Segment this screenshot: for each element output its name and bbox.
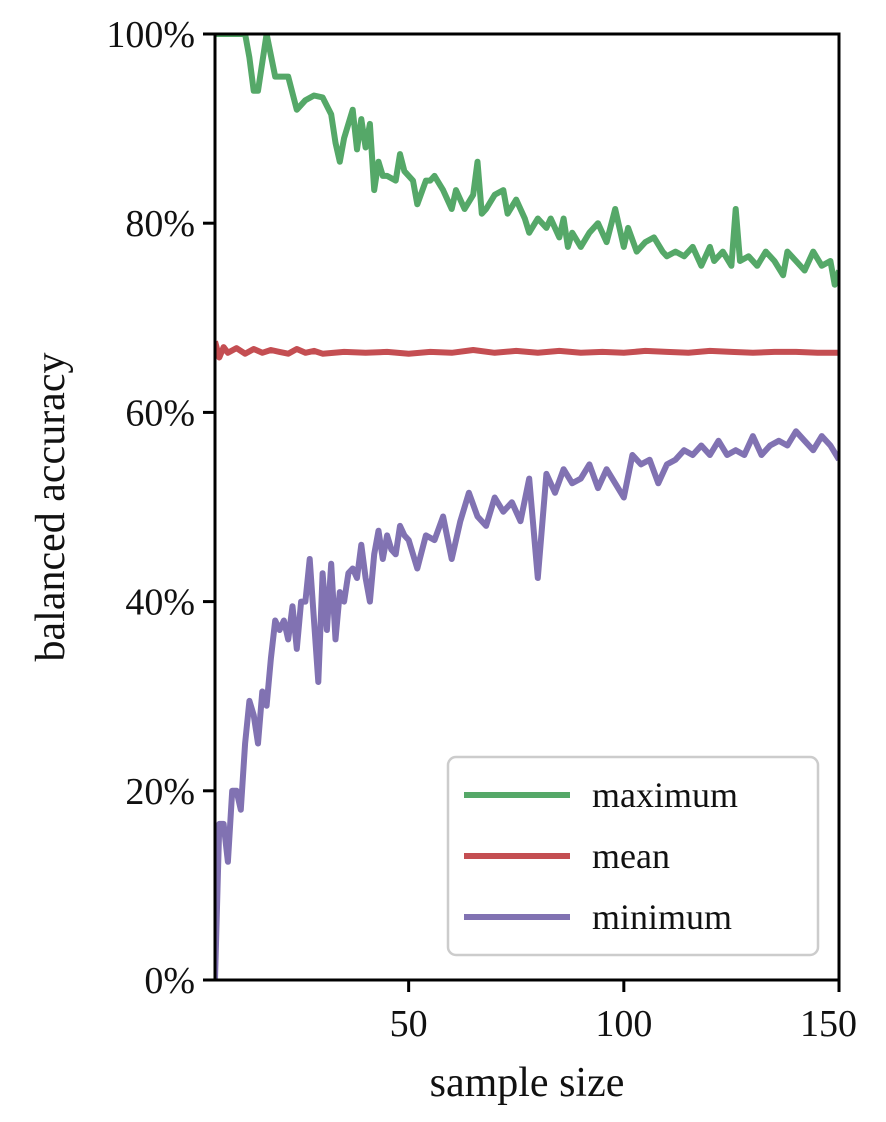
legend: maximum mean minimum — [446, 755, 820, 957]
x-axis: 50 100 150 — [390, 980, 857, 1045]
series-line-mean — [215, 340, 839, 361]
y-tick-label: 60% — [125, 392, 195, 434]
y-axis-title: balanced accuracy — [28, 353, 74, 662]
y-tick-label: 20% — [125, 771, 195, 813]
x-axis-title: sample size — [430, 1060, 625, 1106]
legend-box — [446, 755, 820, 957]
y-tick-label: 80% — [125, 203, 195, 245]
x-tick-label: 150 — [800, 1003, 857, 1045]
legend-label-maximum: maximum — [592, 775, 738, 815]
plot-frame — [213, 32, 841, 982]
legend-label-mean: mean — [592, 836, 670, 876]
legend-label-minimum: minimum — [592, 897, 732, 937]
y-axis: 0% 20% 40% 60% 80% 100% — [106, 14, 215, 1002]
x-tick-label: 100 — [595, 1003, 652, 1045]
series-line-minimum — [215, 428, 839, 980]
x-tick-label: 50 — [390, 1003, 428, 1045]
series-line-maximum — [215, 34, 839, 288]
y-tick-label: 0% — [144, 960, 195, 1002]
series-layer — [215, 34, 839, 980]
y-tick-label: 100% — [106, 14, 195, 56]
y-tick-label: 40% — [125, 582, 195, 624]
